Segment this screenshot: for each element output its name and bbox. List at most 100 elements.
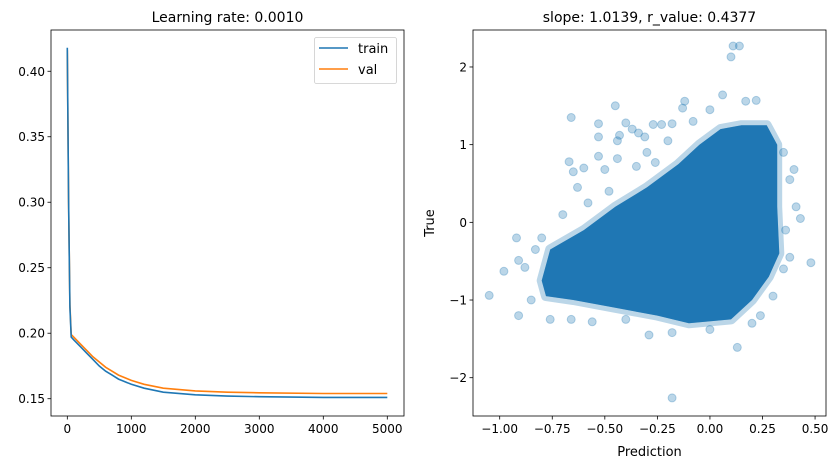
loss-plot-area [66, 47, 388, 399]
loss-axes-frame [50, 29, 405, 417]
series-line-val [66, 50, 388, 395]
scatter-point [587, 317, 597, 327]
scatter-point [573, 182, 582, 192]
scatter-xlabel: Prediction [617, 445, 682, 460]
scatter-point [751, 95, 761, 105]
scatter-point [631, 161, 641, 171]
x-tick-label: −0.50 [586, 422, 623, 436]
x-tick-label: 2000 [180, 422, 211, 436]
scatter-axis-ticks: −1.00 −0.75 −0.50 −0.25 0.00 0.25 0.50 −2 −1 0 1 2 [449, 60, 828, 436]
legend-box [314, 37, 397, 84]
scatter-point [732, 342, 742, 352]
x-tick-label: −0.75 [534, 422, 571, 436]
scatter-point [657, 120, 667, 129]
scatter-point [678, 103, 688, 113]
scatter-point [734, 41, 744, 51]
scatter-point [705, 105, 715, 115]
scatter-point [650, 158, 660, 167]
scatter-point [755, 311, 765, 321]
scatter-point [526, 295, 536, 305]
scatter-point [612, 136, 622, 146]
scatter-point [663, 136, 673, 146]
scatter-point [512, 233, 521, 243]
scatter-point [795, 214, 805, 223]
scatter-point [537, 233, 547, 243]
scatter-point [627, 124, 637, 134]
scatter-point [779, 147, 788, 157]
scatter-point [718, 90, 728, 100]
scatter-point [514, 255, 524, 265]
scatter-point [781, 225, 791, 235]
scatter-point [530, 245, 540, 254]
scatter-point [499, 266, 509, 276]
y-tick-label: −2 [449, 371, 467, 385]
y-tick-label: 0.40 [18, 65, 45, 79]
y-tick-label: 1 [459, 138, 467, 152]
scatter-point [667, 393, 677, 403]
y-tick-label: 2 [459, 60, 467, 74]
x-tick-label: 3000 [244, 422, 275, 436]
scatter-point [728, 41, 738, 51]
scatter-point [667, 119, 677, 129]
scatter-point [594, 119, 603, 129]
scatter-point [600, 165, 610, 174]
scatter-point [579, 163, 589, 173]
scatter-point [566, 314, 576, 324]
scatter-point [484, 290, 494, 300]
legend: train val [314, 37, 397, 84]
scatter-chart: slope: 1.0139, r_value: 0.4377 −1.00 −0.7… [423, 10, 828, 460]
scatter-point [545, 314, 555, 324]
x-tick-label: 5000 [372, 422, 403, 436]
scatter-point [806, 258, 816, 268]
scatter-point [558, 210, 568, 220]
scatter-point [768, 291, 778, 301]
scatter-point [610, 101, 620, 111]
loss-axis-ticks: 0 1000 2000 3000 4000 5000 0.15 0.20 0.25 0.30 0.3… [18, 65, 402, 436]
scatter-point [566, 113, 576, 122]
series-line-train [66, 47, 388, 399]
scatter-point [741, 96, 751, 106]
scatter-point [604, 186, 614, 196]
y-tick-label: 0.15 [18, 392, 45, 406]
scatter-plot-area [484, 41, 816, 403]
scatter-chart-title: slope: 1.0139, r_value: 0.4377 [543, 10, 756, 26]
scatter-point [594, 151, 603, 161]
scatter-ylabel: True [423, 209, 438, 238]
y-tick-label: 0.35 [18, 130, 45, 144]
legend-val-label: val [358, 63, 377, 78]
scatter-point [688, 116, 698, 126]
loss-chart: Learning rate: 0.0010 0 1000 2000 3000 4000 5… [18, 10, 405, 436]
x-tick-label: 0.50 [802, 422, 829, 436]
scatter-point [747, 318, 757, 328]
scatter-point [644, 330, 654, 340]
scatter-point [785, 252, 795, 262]
x-tick-label: 0 [63, 422, 71, 436]
scatter-point [789, 165, 799, 174]
scatter-point [791, 202, 801, 212]
scatter-point [594, 132, 603, 142]
x-tick-label: 1000 [116, 422, 147, 436]
scatter-point [640, 132, 650, 142]
scatter-point [785, 175, 795, 185]
scatter-point [568, 167, 578, 177]
scatter-point [667, 328, 677, 338]
scatter-point [612, 154, 622, 164]
scatter-point [564, 157, 574, 167]
scatter-point [520, 262, 530, 272]
y-tick-label: 0.30 [18, 196, 45, 210]
scatter-point [680, 96, 690, 106]
y-tick-label: 0 [459, 216, 467, 230]
legend-train-label: train [358, 42, 388, 57]
scatter-point [642, 147, 652, 157]
scatter-point [726, 52, 736, 62]
scatter-axes-frame [472, 29, 827, 417]
scatter-point [634, 128, 643, 138]
x-tick-label: 4000 [308, 422, 339, 436]
x-tick-label: −0.25 [639, 422, 676, 436]
scatter-point [621, 314, 631, 324]
dense-point-cloud [541, 125, 780, 324]
y-tick-label: −1 [449, 294, 467, 308]
y-tick-label: 0.25 [18, 261, 45, 275]
x-tick-label: −1.00 [481, 422, 518, 436]
